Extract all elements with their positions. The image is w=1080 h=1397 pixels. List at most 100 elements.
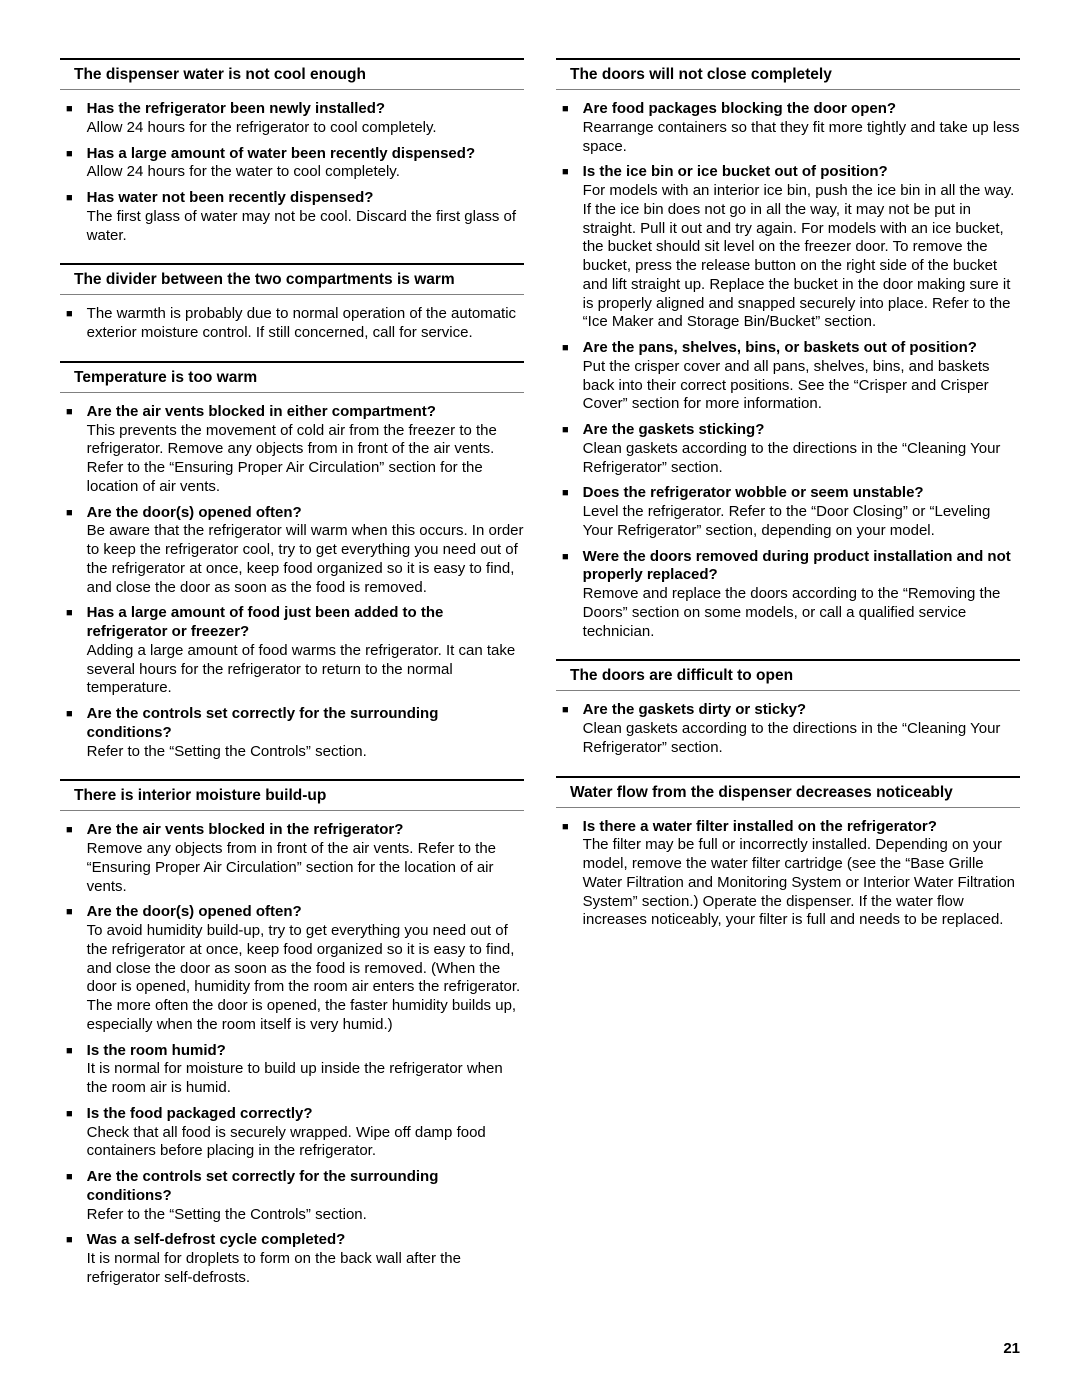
- item-answer: Clean gaskets according to the direction…: [583, 440, 1001, 476]
- section-heading: Temperature is too warm: [60, 361, 524, 393]
- item-answer: Remove any objects from in front of the …: [87, 840, 496, 895]
- item-body: Has water not been recently dispensed? Th…: [87, 189, 524, 245]
- item-answer: Level the refrigerator. Refer to the “Do…: [583, 503, 991, 539]
- item-body: Is the ice bin or ice bucket out of posi…: [583, 163, 1020, 332]
- item-body: Are the door(s) opened often? To avoid hu…: [87, 903, 524, 1034]
- item-body: Is there a water filter installed on the…: [583, 818, 1020, 931]
- item-answer: Adding a large amount of food warms the …: [87, 642, 516, 697]
- item-answer: This prevents the movement of cold air f…: [87, 422, 497, 495]
- section-heading: There is interior moisture build-up: [60, 779, 524, 811]
- item-body: Is the room humid?It is normal for moist…: [87, 1042, 524, 1098]
- troubleshooting-section: The doors will not close completely■Are …: [556, 58, 1020, 641]
- item-answer: Allow 24 hours for the refrigerator to c…: [87, 119, 437, 136]
- item-body: Were the doors removed during product in…: [583, 548, 1020, 642]
- item-question: Are the controls set correctly for the s…: [87, 705, 439, 741]
- left-column: The dispenser water is not cool enough■H…: [60, 58, 524, 1306]
- item-question: Are the gaskets dirty or sticky?: [583, 701, 806, 718]
- item-question: Are food packages blocking the door open…: [583, 100, 896, 117]
- troubleshooting-section: The dispenser water is not cool enough■H…: [60, 58, 524, 245]
- list-item: ■Are the controls set correctly for the …: [60, 705, 524, 761]
- bullet-icon: ■: [562, 339, 583, 357]
- bullet-icon: ■: [66, 504, 87, 522]
- bullet-icon: ■: [562, 100, 583, 118]
- item-answer: Refer to the “Setting the Controls” sect…: [87, 743, 367, 760]
- bullet-icon: ■: [66, 903, 87, 921]
- bullet-icon: ■: [66, 145, 87, 163]
- item-answer: Check that all food is securely wrapped.…: [87, 1124, 486, 1160]
- item-body: Was a self-defrost cycle completed? It is…: [87, 1231, 524, 1287]
- list-item: ■Are food packages blocking the door ope…: [556, 100, 1020, 156]
- item-question: Are the air vents blocked in the refrige…: [87, 821, 404, 838]
- item-body: Are the air vents blocked in either comp…: [87, 403, 524, 497]
- section-heading: Water flow from the dispenser decreases …: [556, 776, 1020, 808]
- list-item: ■Does the refrigerator wobble or seem un…: [556, 484, 1020, 540]
- item-answer: The filter may be full or incorrectly in…: [583, 836, 1015, 928]
- bullet-icon: ■: [66, 1105, 87, 1123]
- list-item: ■Is the food packaged correctly? Check th…: [60, 1105, 524, 1161]
- list-item: ■Were the doors removed during product i…: [556, 548, 1020, 642]
- list-item: ■Has water not been recently dispensed?T…: [60, 189, 524, 245]
- item-answer: Allow 24 hours for the water to cool com…: [87, 163, 400, 180]
- item-question: Are the door(s) opened often?: [87, 504, 302, 521]
- list-item: ■Are the door(s) opened often?Be aware t…: [60, 504, 524, 598]
- bullet-icon: ■: [66, 1042, 87, 1060]
- item-question: Is the food packaged correctly?: [87, 1105, 313, 1122]
- item-question: Is there a water filter installed on the…: [583, 818, 937, 835]
- troubleshooting-section: The doors are difficult to open ■Are the …: [556, 659, 1020, 757]
- item-answer: Remove and replace the doors according t…: [583, 585, 1001, 640]
- item-answer: Clean gaskets according to the direction…: [583, 720, 1001, 756]
- page-number: 21: [1003, 1340, 1020, 1357]
- item-answer: To avoid humidity build-up, try to get e…: [87, 922, 521, 1033]
- list-item: ■Are the air vents blocked in the refrig…: [60, 821, 524, 896]
- list-item: ■Is there a water filter installed on th…: [556, 818, 1020, 931]
- list-item: ■Is the room humid?It is normal for mois…: [60, 1042, 524, 1098]
- list-item: ■Are the gaskets sticking?Clean gaskets …: [556, 421, 1020, 477]
- item-question: Was a self-defrost cycle completed?: [87, 1231, 346, 1248]
- item-question: Does the refrigerator wobble or seem uns…: [583, 484, 924, 501]
- list-item: ■The warmth is probably due to normal op…: [60, 305, 524, 343]
- troubleshooting-section: The divider between the two compartments…: [60, 263, 524, 343]
- bullet-icon: ■: [562, 818, 583, 836]
- item-question: Are the door(s) opened often?: [87, 903, 302, 920]
- list-item: ■Are the gaskets dirty or sticky? Clean g…: [556, 701, 1020, 757]
- bullet-icon: ■: [66, 403, 87, 421]
- list-item: ■Is the ice bin or ice bucket out of pos…: [556, 163, 1020, 332]
- bullet-icon: ■: [562, 484, 583, 502]
- list-item: ■Are the air vents blocked in either com…: [60, 403, 524, 497]
- item-body: Are the controls set correctly for the s…: [87, 705, 524, 761]
- list-item: ■Are the controls set correctly for the …: [60, 1168, 524, 1224]
- item-body: Is the food packaged correctly? Check tha…: [87, 1105, 524, 1161]
- item-question: Has water not been recently dispensed?: [87, 189, 374, 206]
- item-answer: It is normal for moisture to build up in…: [87, 1060, 503, 1096]
- section-heading: The divider between the two compartments…: [60, 263, 524, 295]
- item-answer: Be aware that the refrigerator will warm…: [87, 522, 524, 595]
- item-question: Is the ice bin or ice bucket out of posi…: [583, 163, 888, 180]
- bullet-icon: ■: [562, 163, 583, 181]
- list-item: ■Are the pans, shelves, bins, or baskets…: [556, 339, 1020, 414]
- list-item: ■Has the refrigerator been newly install…: [60, 100, 524, 138]
- item-question: Are the controls set correctly for the s…: [87, 1168, 439, 1204]
- bullet-icon: ■: [66, 705, 87, 723]
- item-answer: The first glass of water may not be cool…: [87, 208, 516, 244]
- item-answer: Put the crisper cover and all pans, shel…: [583, 358, 990, 413]
- item-body: Are the pans, shelves, bins, or baskets …: [583, 339, 1020, 414]
- troubleshooting-section: Temperature is too warm■Are the air vent…: [60, 361, 524, 762]
- bullet-icon: ■: [66, 1231, 87, 1249]
- item-answer: Refer to the “Setting the Controls” sect…: [87, 1206, 367, 1223]
- item-question: Are the air vents blocked in either comp…: [87, 403, 436, 420]
- section-heading: The doors are difficult to open: [556, 659, 1020, 691]
- item-question: Were the doors removed during product in…: [583, 548, 1011, 584]
- item-body: Are the air vents blocked in the refrige…: [87, 821, 524, 896]
- item-answer: It is normal for droplets to form on the…: [87, 1250, 461, 1286]
- item-answer: For models with an interior ice bin, pus…: [583, 182, 1015, 330]
- bullet-icon: ■: [562, 701, 583, 719]
- list-item: ■Has a large amount of water been recent…: [60, 145, 524, 183]
- item-body: Are the gaskets sticking?Clean gaskets a…: [583, 421, 1020, 477]
- bullet-icon: ■: [66, 821, 87, 839]
- item-body: The warmth is probably due to normal ope…: [87, 305, 524, 343]
- right-column: The doors will not close completely■Are …: [556, 58, 1020, 1306]
- item-body: Has a large amount of food just been add…: [87, 604, 524, 698]
- list-item: ■Was a self-defrost cycle completed? It i…: [60, 1231, 524, 1287]
- item-question: Are the pans, shelves, bins, or baskets …: [583, 339, 977, 356]
- list-item: ■Are the door(s) opened often? To avoid h…: [60, 903, 524, 1034]
